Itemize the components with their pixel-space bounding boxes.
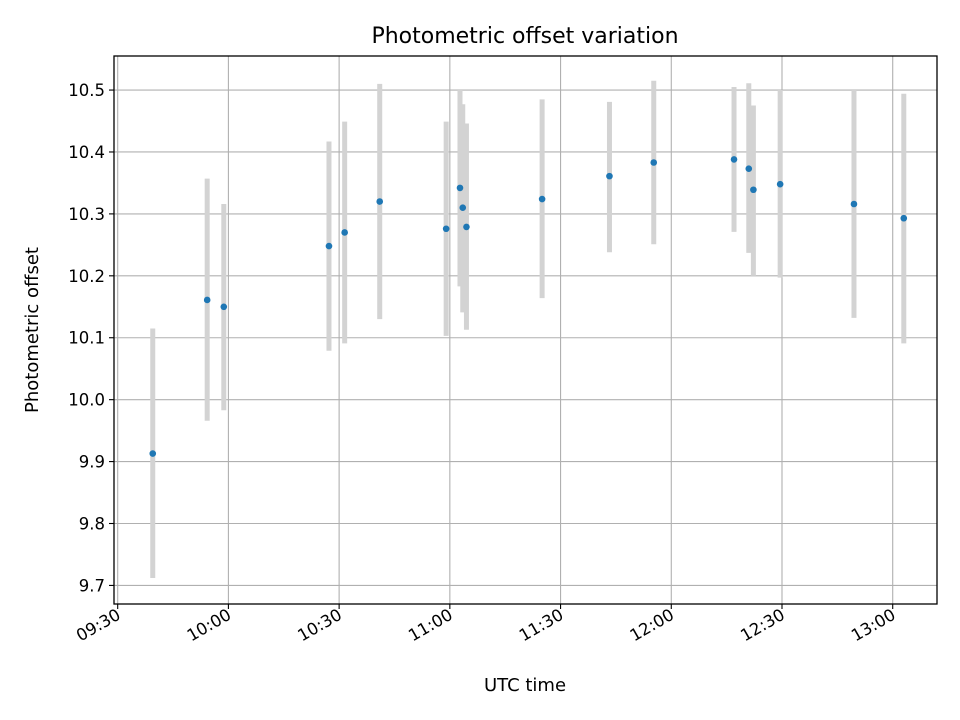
y-tick-label: 9.9 (79, 453, 105, 472)
error-bars (150, 80, 907, 578)
data-point (220, 303, 228, 311)
data-point (203, 296, 211, 304)
data-point (900, 214, 908, 222)
data-point (750, 186, 757, 194)
data-point (325, 242, 333, 250)
y-tick-label: 10.3 (68, 205, 105, 224)
data-point (341, 229, 348, 236)
y-tick-label: 10.0 (68, 391, 105, 410)
x-tick-label: 13:00 (848, 605, 899, 645)
x-tick-label: 09:30 (73, 605, 124, 645)
y-tick-label: 10.1 (68, 329, 105, 348)
x-tick-label: 10:30 (294, 605, 345, 645)
data-point (606, 172, 613, 180)
y-tick-label: 9.7 (79, 576, 105, 595)
grid (114, 56, 937, 604)
y-tick-label: 10.5 (68, 81, 105, 100)
data-point (776, 180, 784, 188)
y-axis-label: Photometric offset (22, 247, 43, 413)
y-axis-ticks: 9.7 9.8 9.9 10.0 10.1 10.2 10.3 10.4 10.5 (68, 81, 114, 595)
data-point (463, 223, 470, 231)
data-point (442, 225, 450, 233)
x-tick-label: 10:00 (184, 605, 235, 645)
x-tick-label: 12:30 (737, 605, 788, 645)
data-point (850, 200, 858, 208)
data-point (149, 450, 157, 457)
chart-title: Photometric offset variation (371, 24, 678, 49)
data-point (459, 204, 467, 212)
x-tick-label: 11:00 (405, 605, 456, 645)
data-point (730, 156, 738, 163)
x-tick-label: 11:30 (516, 605, 567, 645)
x-axis-label: UTC time (484, 675, 566, 696)
data-point (650, 159, 658, 166)
y-tick-label: 10.2 (68, 267, 105, 286)
data-point (456, 184, 464, 192)
data-point (376, 198, 384, 205)
data-point (745, 165, 753, 172)
data-point (538, 195, 546, 203)
y-tick-label: 9.8 (79, 515, 105, 534)
x-axis-ticks: 09:30 10:00 10:30 11:00 11:30 12:00 12:30 13:00 (73, 604, 899, 645)
data-points (149, 156, 908, 457)
plot-frame (113, 55, 938, 605)
x-tick-label: 12:00 (627, 605, 678, 645)
y-tick-label: 10.4 (68, 143, 105, 162)
